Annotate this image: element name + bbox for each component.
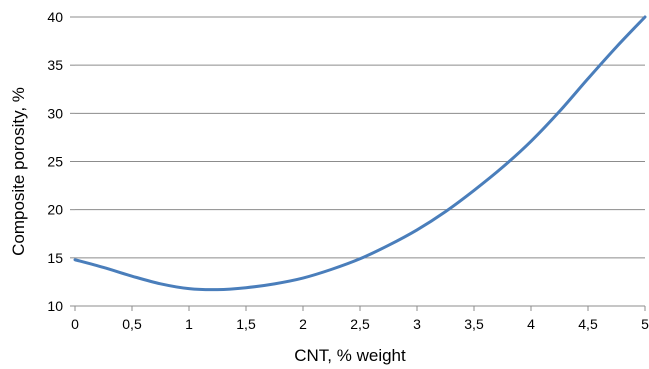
y-tick-label: 40 [47, 9, 63, 25]
y-tick-label: 20 [47, 202, 63, 218]
y-tick-label: 10 [47, 298, 63, 314]
x-tick-label: 0,5 [122, 316, 142, 332]
x-tick-label: 3,5 [464, 316, 484, 332]
x-tick-label: 3 [413, 316, 421, 332]
y-tick-label: 30 [47, 105, 63, 121]
x-tick-label: 2,5 [350, 316, 370, 332]
y-tick-label: 15 [47, 250, 63, 266]
y-axis-ticks: 10 15 20 25 30 35 40 [47, 9, 75, 314]
x-tick-label: 2 [299, 316, 307, 332]
x-tick-label: 5 [641, 316, 649, 332]
series-line [73, 15, 647, 292]
x-tick-label: 4 [527, 316, 535, 332]
x-tick-label: 1,5 [236, 316, 256, 332]
gridlines [75, 16, 645, 259]
series-group [73, 15, 647, 292]
x-axis-title: CNT, % weight [294, 346, 406, 365]
x-tick-label: 0 [71, 316, 79, 332]
x-tick-label: 1 [185, 316, 193, 332]
y-tick-label: 25 [47, 154, 63, 170]
x-axis-ticks: 0 0,5 1 1,5 2 2,5 3 3,5 4 4,5 5 [71, 306, 649, 332]
x-tick-label: 4,5 [578, 316, 598, 332]
y-tick-label: 35 [47, 57, 63, 73]
y-axis-title: Composite porosity, % [9, 87, 28, 256]
